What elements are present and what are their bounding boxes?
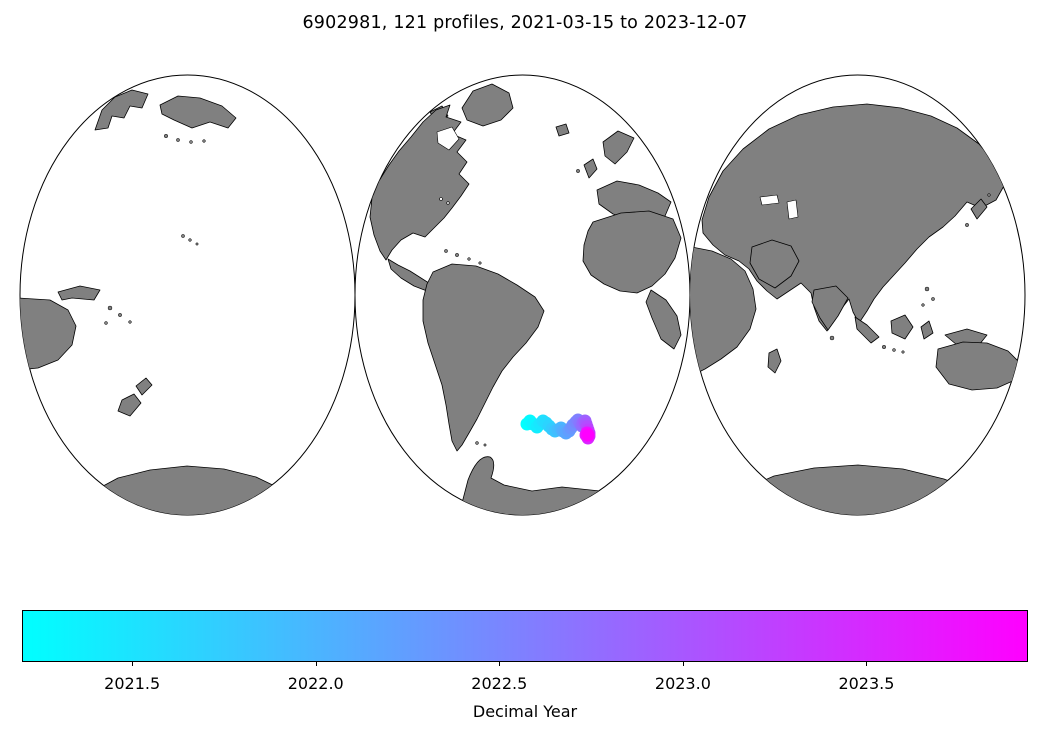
- hawaii-island: [188, 238, 192, 242]
- java-island: [901, 350, 905, 354]
- philippine-island: [931, 297, 935, 301]
- profile-point: [581, 428, 595, 442]
- colorbar-tick-label: 2023.0: [654, 674, 711, 693]
- hudson-bay: [436, 126, 460, 151]
- landmass-east-africa: [690, 246, 757, 376]
- landmass-japan: [970, 198, 988, 220]
- philippine-island: [924, 286, 930, 292]
- japan-island: [987, 193, 991, 197]
- colorbar: [22, 610, 1028, 662]
- landmass-india: [811, 285, 849, 331]
- colorbar-tick-label: 2023.5: [838, 674, 895, 693]
- colorbar-tick-mark: [682, 662, 684, 666]
- falkland-island: [475, 441, 479, 445]
- japan-island: [965, 223, 969, 227]
- colorbar-tick-label: 2022.5: [471, 674, 528, 693]
- caspian-sea: [786, 199, 799, 220]
- float-trajectory: [520, 413, 596, 445]
- colorbar-tick-label: 2021.5: [104, 674, 161, 693]
- landmass-madagascar: [767, 348, 782, 374]
- landmass-sulawesi: [920, 320, 934, 340]
- java-island: [881, 344, 887, 350]
- landmass-arabia: [749, 239, 800, 289]
- colorbar-tick-mark: [866, 662, 868, 666]
- landmass-west-africa: [582, 210, 682, 294]
- world-map: [19, 74, 1026, 516]
- landmass-iceland: [555, 123, 570, 137]
- landmass-greenland: [461, 83, 514, 127]
- aleutian-island: [189, 140, 193, 144]
- aleutian-island: [163, 133, 169, 139]
- melanesia-island: [128, 320, 132, 324]
- hawaii-island: [195, 242, 199, 246]
- melanesia-island: [107, 305, 113, 311]
- caribbean-island: [478, 261, 482, 265]
- great-lake: [446, 201, 450, 205]
- landmass-south-america: [422, 263, 545, 452]
- black-sea: [759, 194, 780, 206]
- falkland-island: [483, 443, 487, 447]
- philippine-island: [921, 303, 925, 307]
- colorbar-tick-mark: [132, 662, 134, 666]
- colorbar-label: Decimal Year: [472, 702, 578, 721]
- aleutian-island: [202, 139, 206, 143]
- landmass-britain: [583, 158, 598, 179]
- landmass-alaska: [159, 95, 237, 129]
- landmass-new-zealand-north: [135, 377, 153, 396]
- landmass-southwest-africa: [645, 289, 682, 350]
- plot-title: 6902981, 121 profiles, 2021-03-15 to 202…: [302, 13, 748, 33]
- landmass-new-guinea-west: [944, 328, 988, 346]
- landmass-ne-siberia: [94, 89, 149, 131]
- sri-lanka-island: [829, 335, 835, 341]
- melanesia-island: [118, 313, 122, 317]
- colorbar-tick-label: 2022.0: [287, 674, 344, 693]
- colorbar-tick-mark: [315, 662, 317, 666]
- hawaii-island: [181, 234, 185, 238]
- land-right-lobe: [690, 103, 1022, 515]
- landmass-new-guinea: [57, 285, 101, 301]
- caribbean-island: [444, 249, 448, 253]
- landmass-scandinavia: [602, 130, 635, 165]
- ireland-island: [576, 169, 580, 173]
- caribbean-island: [467, 257, 471, 261]
- colorbar-tick-mark: [499, 662, 501, 666]
- caribbean-island: [455, 253, 459, 257]
- great-lake: [439, 197, 443, 201]
- landmass-new-zealand-south: [117, 393, 142, 417]
- melanesia-island: [104, 321, 108, 325]
- java-island: [892, 348, 896, 352]
- aleutian-island: [176, 138, 180, 142]
- landmass-borneo: [890, 314, 914, 340]
- landmass-sumatra: [854, 316, 880, 344]
